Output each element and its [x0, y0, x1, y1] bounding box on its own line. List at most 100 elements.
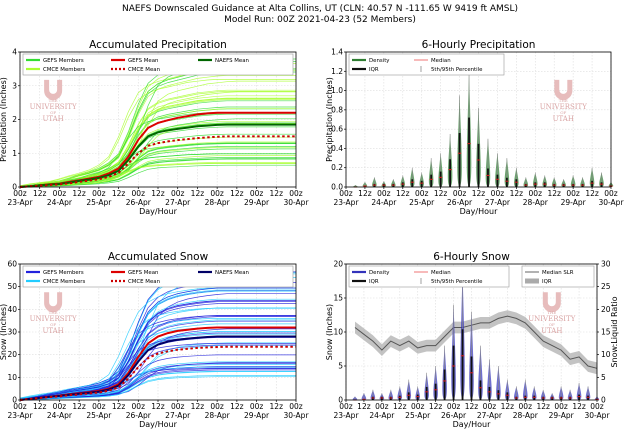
iqr-bar — [534, 182, 537, 187]
iqr-bar — [497, 390, 500, 400]
legend-label: Density — [369, 270, 390, 276]
figure-title: NAEFS Downscaled Guidance at Alta Collin… — [122, 4, 518, 14]
legend-label: GEFS Members — [43, 58, 84, 64]
y-tick-label: 1.4 — [331, 48, 343, 57]
legend-label: Median — [431, 58, 451, 64]
x-tick-label: 12z — [510, 189, 524, 198]
iqr-bar — [587, 395, 589, 400]
y-tick-label: 40 — [7, 305, 17, 314]
legend-label: CMCE Mean — [128, 279, 160, 285]
x-tick-label: 00z — [289, 402, 303, 411]
x-tick-label: 00z — [590, 402, 604, 411]
x-day-label: 25-Apr — [86, 411, 112, 420]
watermark-university: UNIVERSITY — [528, 315, 575, 323]
x-tick-label: 00z — [566, 189, 580, 198]
x-day-label: 24-Apr — [47, 411, 73, 420]
x-tick-label: 12z — [72, 402, 86, 411]
panel-title: 6-Hourly Precipitation — [422, 39, 536, 51]
iqr-bar — [401, 182, 404, 187]
ensemble-member-line — [19, 164, 296, 188]
x-tick-label: 12z — [270, 189, 284, 198]
x-tick-label: 00z — [92, 402, 106, 411]
x-day-label: 30-Apr — [283, 411, 309, 420]
plot-frame — [19, 51, 297, 188]
x-day-label: 26-Apr — [126, 198, 152, 207]
y-tick-label: 10 — [333, 328, 343, 337]
iqr-bar — [505, 177, 508, 187]
x-tick-label: 12z — [191, 402, 205, 411]
x-tick-label: 12z — [572, 402, 586, 411]
legend-label: IQR — [542, 279, 552, 285]
iqr-bar — [425, 386, 428, 400]
y-tick-label: 1 — [12, 149, 17, 158]
x-tick-label: 12z — [465, 402, 479, 411]
university-logo-icon — [44, 79, 63, 100]
x-day-label: 29-Apr — [244, 411, 270, 420]
x-tick-label: 00z — [554, 402, 568, 411]
legend-label: IQR — [369, 67, 379, 73]
iqr-bar — [452, 345, 455, 400]
iqr-bar — [458, 133, 461, 187]
panel-title: Accumulated Precipitation — [89, 39, 227, 51]
legend-label: IQR — [369, 279, 379, 285]
x-tick-label: 00z — [13, 189, 27, 198]
y2-tick-label: 0 — [601, 396, 606, 405]
x-day-label: 27-Apr — [477, 411, 503, 420]
x-day-label: 30-Apr — [283, 198, 309, 207]
x-tick-label: 12z — [472, 189, 486, 198]
x-day-label: 25-Apr — [405, 411, 431, 420]
y2-tick-label: 10 — [601, 350, 611, 359]
watermark-university: UNIVERSITY — [540, 103, 587, 111]
iqr-bar — [578, 394, 580, 400]
legend-swatch — [525, 278, 539, 284]
x-day-label: 24-Apr — [371, 198, 397, 207]
watermark-utah: UTAH — [553, 115, 574, 123]
x-tick-label: 00z — [491, 189, 505, 198]
x-tick-label: 00z — [519, 402, 533, 411]
iqr-bar — [533, 395, 536, 400]
legend-label: NAEFS Mean — [215, 58, 249, 64]
university-logo-icon — [44, 292, 63, 313]
panel-title: 6-Hourly Snow — [433, 251, 510, 263]
plot-frame — [345, 263, 598, 401]
y-tick-label: 0.2 — [331, 163, 343, 172]
watermark-university: UNIVERSITY — [30, 103, 77, 111]
iqr-bar — [496, 174, 499, 187]
legend-box — [521, 265, 595, 288]
y-tick-label: 2 — [12, 115, 17, 124]
watermark-the: THE — [547, 310, 556, 315]
legend-box — [348, 53, 505, 76]
watermark-utah: UTAH — [42, 115, 63, 123]
x-tick-label: 00z — [411, 402, 425, 411]
x-tick-label: 00z — [483, 402, 497, 411]
x-tick-label: 00z — [13, 402, 27, 411]
x-day-label: 28-Apr — [523, 198, 549, 207]
x-tick-label: 12z — [585, 189, 599, 198]
y-tick-label: 0 — [12, 396, 17, 405]
ensemble-member-line — [19, 300, 296, 401]
x-day-label: 24-Apr — [47, 198, 73, 207]
y-axis-label: Snow (Inches) — [325, 304, 334, 360]
x-day-label: 28-Apr — [205, 411, 231, 420]
legend-box — [348, 265, 510, 288]
x-day-label: 30-Apr — [598, 198, 624, 207]
university-logo-icon — [554, 79, 573, 100]
iqr-bar — [591, 180, 593, 187]
watermark-of: OF — [50, 110, 56, 115]
watermark-the: THE — [49, 98, 58, 103]
x-axis-label: Day/Hour — [460, 207, 498, 216]
x-day-label: 27-Apr — [165, 411, 191, 420]
six-hourly-precip-panel: 6-Hourly Precipitation 0.0 0.2 0.4 0.6 0.8 1.0… — [325, 39, 624, 216]
model-run-subtitle: Model Run: 00Z 2021-04-23 (52 Members) — [224, 15, 416, 25]
x-day-label: 23-Apr — [7, 411, 33, 420]
legend-label: Median — [431, 270, 451, 276]
x-tick-label: 12z — [33, 189, 47, 198]
x-tick-label: 12z — [396, 189, 410, 198]
x-tick-label: 00z — [289, 189, 303, 198]
ensemble-member-line — [20, 362, 296, 401]
y-axis-label: Snow (Inches) — [0, 304, 8, 360]
legend-label: 5th/95th Percentile — [431, 279, 483, 285]
x-tick-label: 00z — [92, 189, 106, 198]
x-tick-label: 12z — [434, 189, 448, 198]
